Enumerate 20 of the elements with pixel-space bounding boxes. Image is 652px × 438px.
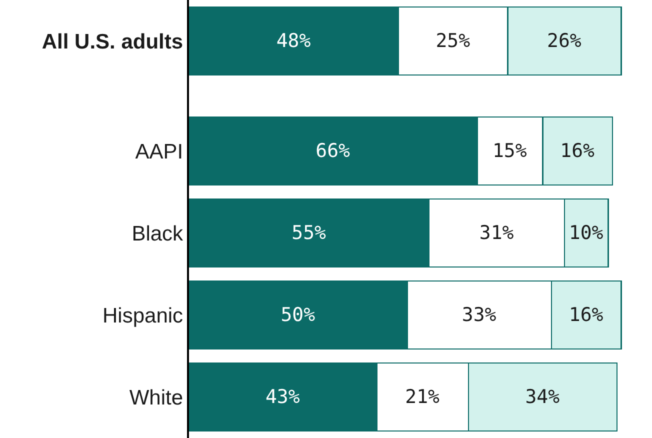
y-tick-label: Black xyxy=(132,222,184,246)
data-label: 33% xyxy=(462,304,497,326)
data-label: 21% xyxy=(405,386,440,408)
data-label: 55% xyxy=(292,222,327,244)
data-label: 50% xyxy=(280,304,316,326)
data-label: 34% xyxy=(525,386,560,408)
data-label: 48% xyxy=(276,30,312,52)
data-label: 10% xyxy=(568,222,604,244)
data-label: 43% xyxy=(265,386,300,408)
data-label: 31% xyxy=(479,222,514,244)
data-label: 26% xyxy=(547,30,582,52)
data-label: 66% xyxy=(316,140,351,162)
data-label: 16% xyxy=(560,140,596,162)
data-label: 16% xyxy=(568,304,604,326)
data-label: 15% xyxy=(492,140,528,162)
y-tick-label: All U.S. adults xyxy=(42,30,184,54)
y-tick-label: Hispanic xyxy=(102,304,184,328)
y-tick-label: AAPI xyxy=(135,140,184,164)
data-label: 25% xyxy=(436,30,471,52)
y-tick-label: White xyxy=(129,386,184,410)
